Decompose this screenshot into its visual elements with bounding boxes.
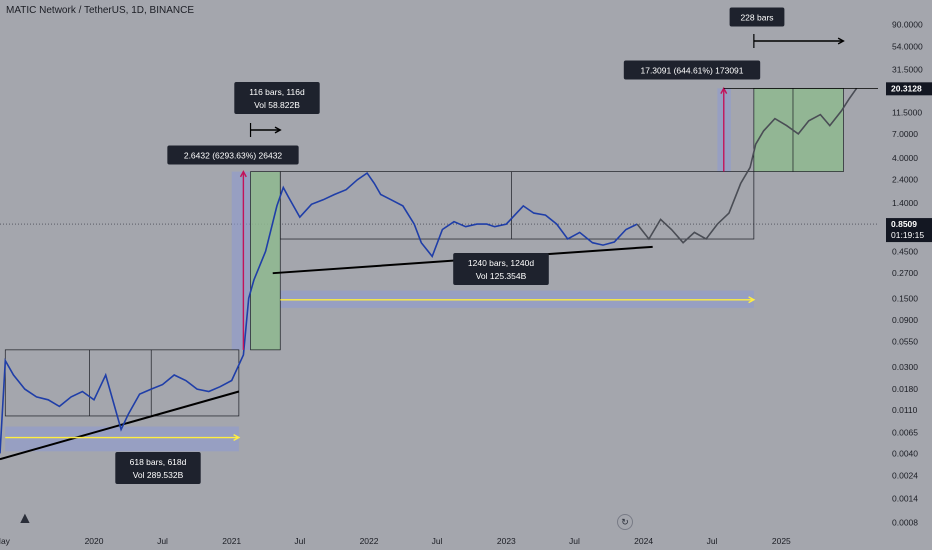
annotation-label-bg xyxy=(453,253,549,285)
target-price-tag: 20.3128 xyxy=(891,83,922,93)
x-tick-label: 2020 xyxy=(85,536,104,546)
y-tick-label: 1.4000 xyxy=(892,198,918,208)
annotation-label-bg xyxy=(623,60,761,80)
y-tick-label: 0.0900 xyxy=(892,315,918,325)
annotation-label-bg xyxy=(167,145,299,165)
x-tick-label: Jul xyxy=(707,536,718,546)
current-price-tag: 0.8509 xyxy=(891,219,917,229)
annotation-label-text: 618 bars, 618d xyxy=(130,457,187,467)
target-price-tag-bg xyxy=(886,82,932,96)
y-tick-label: 0.0065 xyxy=(892,428,918,438)
y-tick-label: 0.2700 xyxy=(892,268,918,278)
annotation-label-bg xyxy=(729,7,785,27)
y-tick-label: 0.0180 xyxy=(892,384,918,394)
y-tick-label: 11.5000 xyxy=(892,108,922,118)
x-tick-label: Jul xyxy=(569,536,580,546)
time-arrow-2-head xyxy=(748,296,756,304)
time-arrow-1-head xyxy=(233,434,241,442)
annotation-label-text: 2.6432 (6293.63%) 26432 xyxy=(184,151,283,161)
y-tick-label: 0.4500 xyxy=(892,246,918,256)
projection-price-line xyxy=(636,87,858,244)
current-price-tag-bg xyxy=(886,218,932,243)
y-tick-label: 4.0000 xyxy=(892,153,918,163)
x-tick-label: 2024 xyxy=(634,536,653,546)
y-tick-label: 0.0550 xyxy=(892,336,918,346)
x-tick-label: 2023 xyxy=(497,536,516,546)
range-box xyxy=(4,349,240,417)
annotation-label-text: 228 bars xyxy=(740,13,773,23)
duration-arrow-1-head xyxy=(274,126,282,134)
y-tick-label: 7.0000 xyxy=(892,129,918,139)
price-arrow-1-head xyxy=(239,170,247,178)
y-axis: 90.0000 54.0000 31.5000 11.5000 7.0000 4.0000… xyxy=(886,20,932,527)
y-tick-label: 0.0008 xyxy=(892,517,918,527)
y-tick-label: 90.0000 xyxy=(892,20,923,30)
y-tick-label: 0.0014 xyxy=(892,493,918,503)
range-box xyxy=(279,171,755,240)
measure-band-price-1 xyxy=(231,171,251,350)
annotation-label-bg xyxy=(234,82,320,114)
replay-icon[interactable]: ↻ xyxy=(617,514,633,530)
y-tick-label: 0.1500 xyxy=(892,293,918,303)
y-tick-label: 0.0040 xyxy=(892,448,918,458)
x-tick-label: 2021 xyxy=(222,536,241,546)
x-tick-label: 2022 xyxy=(360,536,379,546)
x-tick-label: 2025 xyxy=(772,536,791,546)
chart-series xyxy=(0,87,858,454)
chart-annotations: 618 bars, 618d Vol 289.532B 2.6432 (6293.6… xyxy=(5,7,878,484)
annotation-label-text: Vol 289.532B xyxy=(133,470,184,480)
range-box xyxy=(250,171,281,351)
tradingview-logo-icon[interactable]: ▲ xyxy=(17,510,33,527)
annotation-label-text: 17.3091 (644.61%) 173091 xyxy=(640,66,743,76)
annotation-label-text: Vol 125.354B xyxy=(476,271,527,281)
x-tick-label: Jul xyxy=(294,536,305,546)
range-box xyxy=(753,87,844,172)
annotation-label-text: Vol 58.822B xyxy=(254,100,300,110)
x-tick-label: Jul xyxy=(157,536,168,546)
y-tick-label: 54.0000 xyxy=(892,41,923,51)
chart-title: MATIC Network / TetherUS, 1D, BINANCE xyxy=(6,5,195,16)
history-price-line xyxy=(0,171,638,454)
duration-arrow-2-head xyxy=(837,37,845,45)
y-tick-label: 2.4000 xyxy=(892,175,918,185)
y-tick-label: 0.0024 xyxy=(892,470,918,480)
annotation-label-text: 1240 bars, 1240d xyxy=(468,258,534,268)
y-tick-label: 31.5000 xyxy=(892,65,923,75)
x-tick-label: Jul xyxy=(432,536,443,546)
y-tick-label: 0.0110 xyxy=(892,405,918,415)
annotation-label-text: 116 bars, 116d xyxy=(249,87,305,97)
current-price-tag: 01:19:15 xyxy=(891,230,924,240)
x-axis: May 2020 Jul 2021 Jul 2022 Jul 2023 Jul 2024 Jul 20… xyxy=(0,536,791,546)
chart-boxes xyxy=(0,87,844,461)
y-tick-label: 0.0300 xyxy=(892,362,918,372)
annotation-label-bg xyxy=(115,452,201,484)
x-tick-label: May xyxy=(0,536,11,546)
